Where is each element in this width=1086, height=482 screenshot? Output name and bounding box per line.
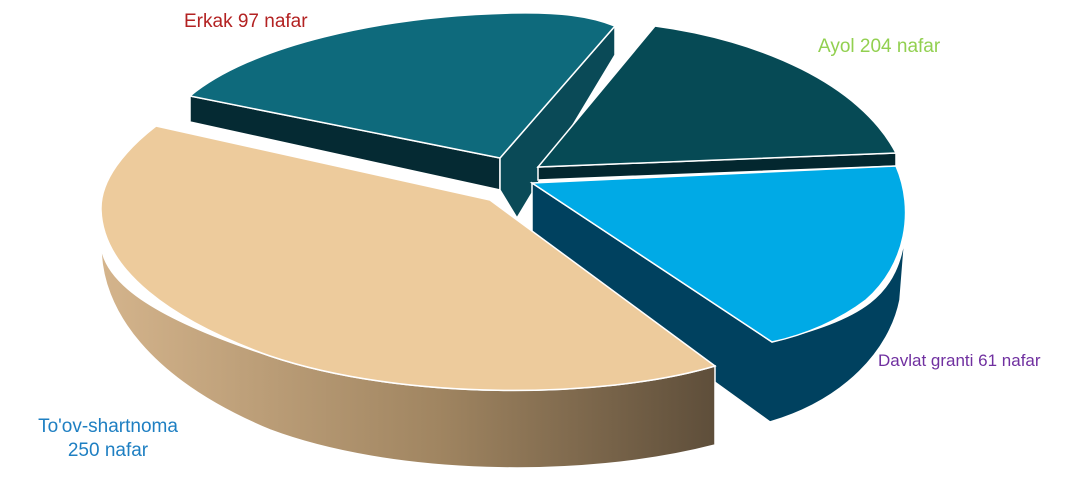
slice-label-erkak: Erkak 97 nafar — [184, 10, 308, 34]
slice-label-toov: To'ov-shartnoma 250 nafar — [8, 415, 208, 463]
slice-label-ayol: Ayol 204 nafar — [818, 35, 940, 59]
pie-slice-davlat-top — [529, 165, 907, 343]
pie-slice-davlat — [529, 165, 907, 423]
slice-label-davlat: Davlat granti 61 nafar — [878, 349, 1041, 373]
pie-slice-davlat-side — [531, 181, 907, 423]
pie-slice-toov-side — [100, 244, 716, 469]
pie-slice-toov-top — [100, 125, 717, 392]
slice-label-toov-line1: To'ov-shartnoma — [38, 416, 178, 437]
pie-slice-ayol-top — [536, 25, 898, 168]
slice-label-ayol-text: Ayol 204 nafar — [818, 36, 941, 57]
pie-slice-erkak-top — [188, 12, 617, 159]
pie-slice-erkak — [188, 12, 617, 220]
pie-slice-toov — [100, 125, 717, 469]
slice-label-davlat-text: Davlat granti 61 nafar — [878, 351, 1041, 370]
slice-label-erkak-text: Erkak 97 nafar — [184, 11, 308, 32]
slice-label-toov-line2: 250 nafar — [67, 440, 149, 461]
pie-slice-ayol — [536, 25, 898, 181]
